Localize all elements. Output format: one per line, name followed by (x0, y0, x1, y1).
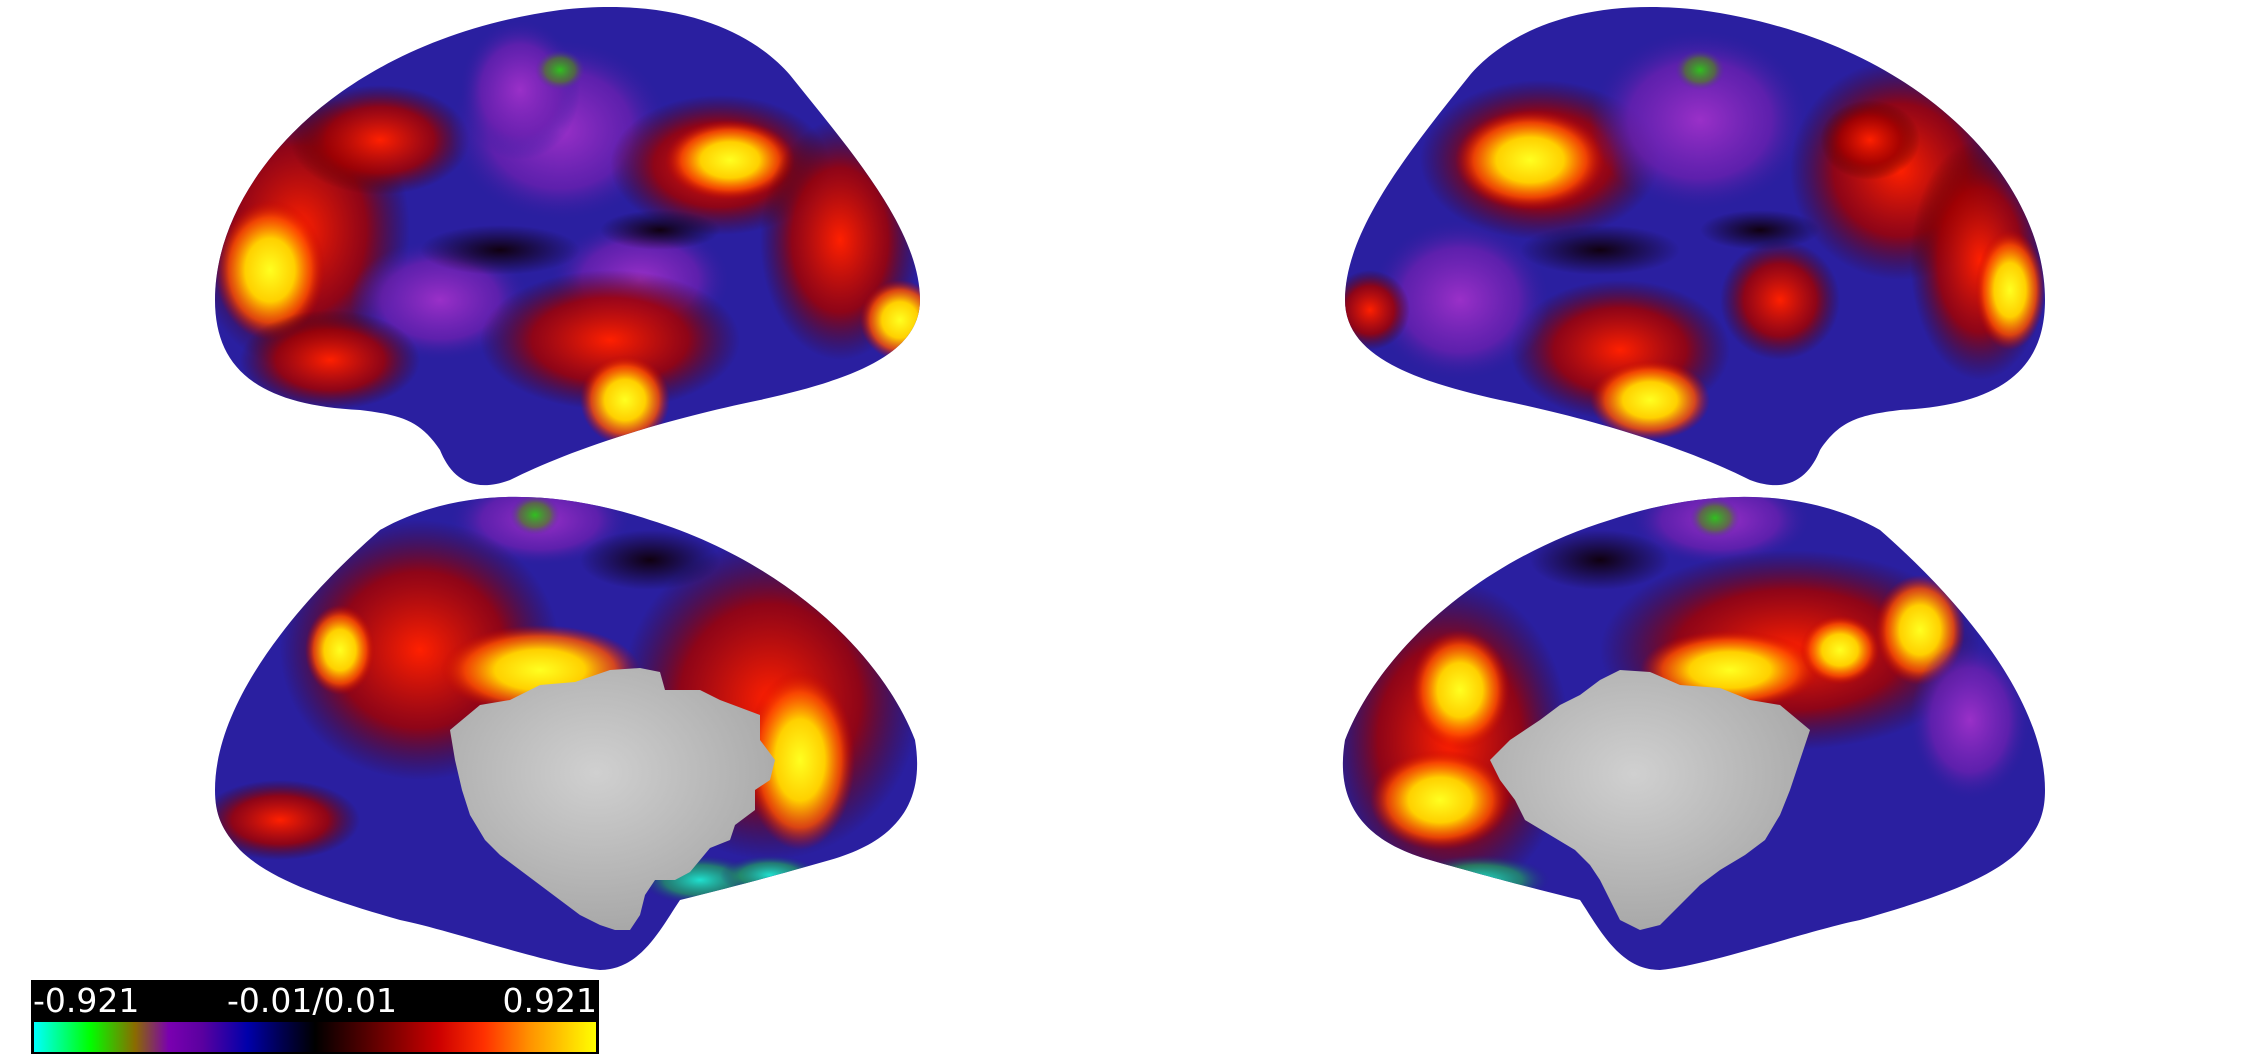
right-lateral-view (1345, 7, 2045, 486)
left-medial-wall (450, 668, 775, 930)
colorbar: -0.921 -0.01/0.01 0.921 (31, 980, 599, 1054)
colorbar-gradient (34, 1022, 596, 1052)
right-medial-view (1342, 496, 2045, 970)
colorbar-max-label: 0.921 (502, 981, 597, 1020)
colorbar-labels: -0.921 -0.01/0.01 0.921 (31, 980, 599, 1022)
colorbar-min-label: -0.921 (33, 981, 140, 1020)
colorbar-mid-label: -0.01/0.01 (227, 981, 397, 1020)
left-lateral-view (215, 7, 920, 486)
left-medial-view (215, 496, 918, 970)
right-medial-wall (1490, 670, 1810, 930)
